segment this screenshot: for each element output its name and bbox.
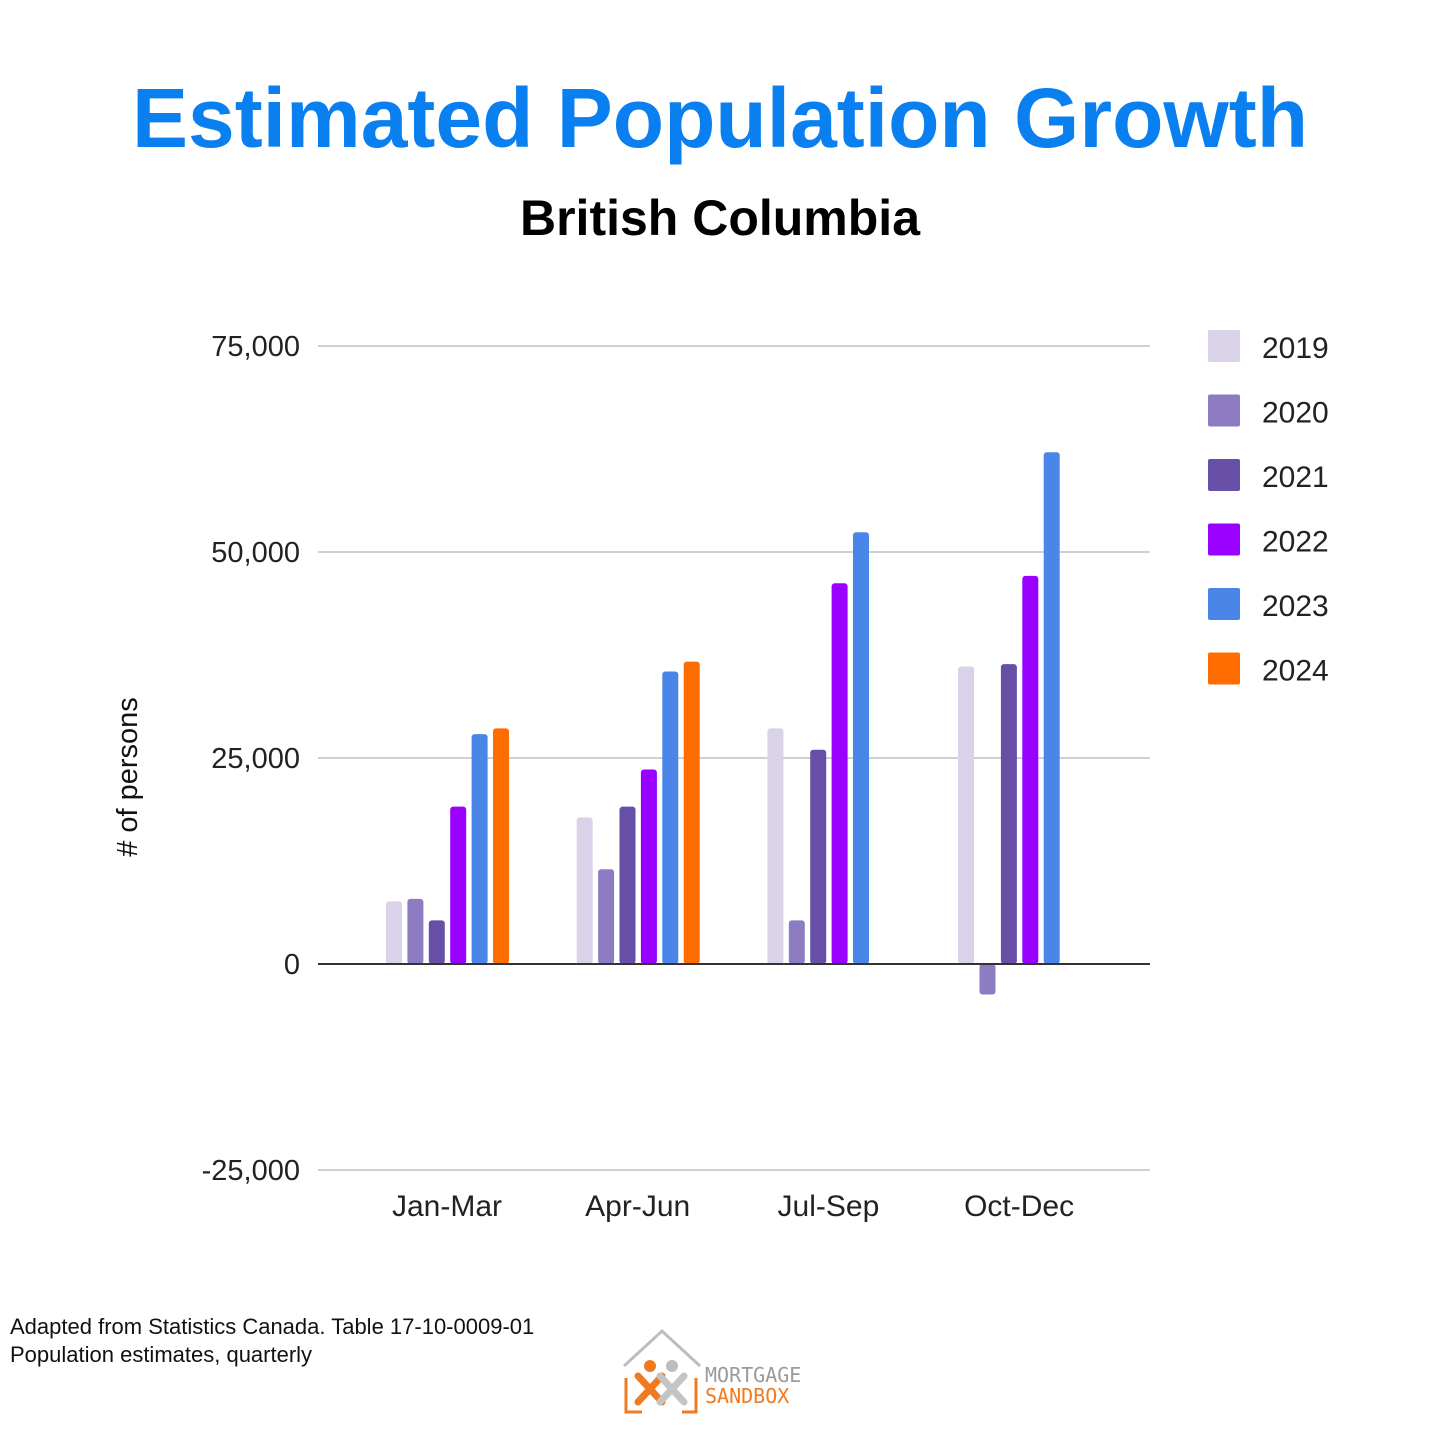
bar-2024-jan-mar xyxy=(493,728,509,964)
legend-label-2022: 2022 xyxy=(1262,526,1329,559)
axes: -25,000 0 25,000 50,000 75,000 # of persons Ja… xyxy=(112,331,1150,1223)
bar-2019-jan-mar xyxy=(386,901,402,964)
x-tick-label: Oct-Dec xyxy=(964,1190,1074,1223)
source-line-2: Population estimates, quarterly xyxy=(10,1342,313,1367)
legend-label-2024: 2024 xyxy=(1262,655,1329,688)
x-tick-label: Jan-Mar xyxy=(392,1190,502,1223)
bar-2019-apr-jun xyxy=(576,817,593,964)
bar-2019-oct-dec xyxy=(958,666,975,964)
mortgage-sandbox-logo: MORTGAGE SANDBOX xyxy=(620,1328,840,1420)
chart-title: Estimated Population Growth xyxy=(131,71,1309,165)
bar-2023-jul-sep xyxy=(853,532,869,964)
bar-2020-oct-dec xyxy=(979,964,996,995)
bar-2021-jul-sep xyxy=(810,749,827,964)
bar-2021-apr-jun xyxy=(619,806,636,964)
y-tick-label: 25,000 xyxy=(211,743,300,775)
legend-swatch-2020 xyxy=(1208,394,1240,427)
legend-swatch-2021 xyxy=(1208,459,1240,491)
bar-2023-apr-jun xyxy=(662,671,679,964)
bar-2022-apr-jun xyxy=(640,769,657,964)
y-tick-label: 50,000 xyxy=(211,537,300,569)
bar-2022-oct-dec xyxy=(1022,575,1039,964)
y-tick-label: 0 xyxy=(284,949,300,981)
bar-2020-apr-jun xyxy=(598,869,615,964)
y-tick-label: 75,000 xyxy=(211,331,300,363)
legend: 2019 2020 2021 2022 2023 2024 xyxy=(1208,330,1329,688)
source-note: Adapted from Statistics Canada. Table 17… xyxy=(10,1313,534,1369)
bar-2020-jan-mar xyxy=(407,898,424,964)
bar-2023-oct-dec xyxy=(1043,452,1060,964)
bar-2023-jan-mar xyxy=(471,734,488,964)
x-tick-label: Jul-Sep xyxy=(778,1190,880,1223)
legend-label-2021: 2021 xyxy=(1262,461,1329,494)
y-tick-label: -25,000 xyxy=(202,1155,300,1187)
x-tick-label: Apr-Jun xyxy=(585,1190,690,1223)
legend-label-2019: 2019 xyxy=(1262,332,1329,365)
legend-swatch-2022 xyxy=(1208,523,1240,556)
y-axis-label: # of persons xyxy=(112,697,144,857)
bar-2021-oct-dec xyxy=(1000,664,1017,964)
bar-2022-jul-sep xyxy=(831,583,848,964)
bars xyxy=(386,452,1060,995)
legend-label-2023: 2023 xyxy=(1262,590,1329,623)
legend-swatch-2024 xyxy=(1208,652,1240,685)
legend-swatch-2023 xyxy=(1208,588,1240,620)
legend-label-2020: 2020 xyxy=(1262,397,1329,430)
bar-2024-apr-jun xyxy=(683,661,700,964)
bar-2022-jan-mar xyxy=(450,806,467,964)
bar-2020-jul-sep xyxy=(788,920,805,964)
logo-word-sandbox: SANDBOX xyxy=(705,1384,790,1408)
source-line-1: Adapted from Statistics Canada. Table 17… xyxy=(10,1314,535,1339)
chart-subtitle: British Columbia xyxy=(519,190,921,246)
house-logo-icon xyxy=(622,1328,702,1414)
bar-2019-jul-sep xyxy=(767,728,784,964)
logo-word-mortgage: MORTGAGE xyxy=(705,1363,802,1387)
legend-swatch-2019 xyxy=(1208,330,1240,362)
bar-2021-jan-mar xyxy=(428,920,445,964)
